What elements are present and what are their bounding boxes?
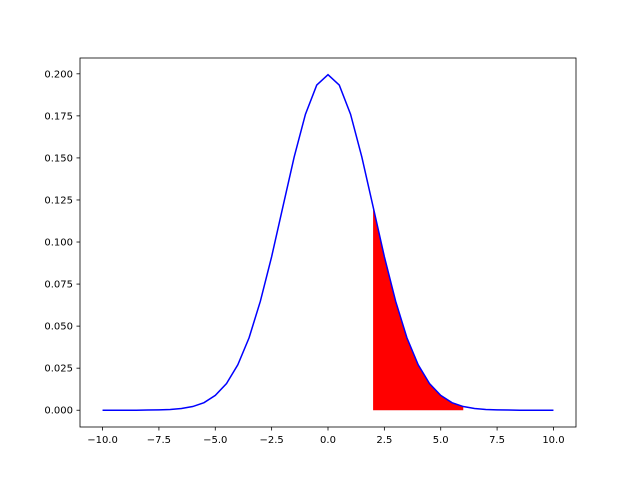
y-tick-label: 0.125 <box>44 195 73 206</box>
y-tick-label: 0.075 <box>44 280 73 291</box>
x-tick-label: 10.0 <box>542 435 564 446</box>
y-tick-label: 0.025 <box>44 364 73 375</box>
y-tick-label: 0.100 <box>44 238 73 249</box>
y-tick-label: 0.000 <box>44 406 73 417</box>
y-tick-label: 0.150 <box>44 153 73 164</box>
x-tick-label: 2.5 <box>376 435 392 446</box>
x-tick-label: −2.5 <box>259 435 283 446</box>
y-tick-label: 0.050 <box>44 322 73 333</box>
x-tick-label: −5.0 <box>203 435 227 446</box>
curve <box>102 73 554 411</box>
x-tick-label: −10.0 <box>87 435 118 446</box>
x-tick-label: 7.5 <box>489 435 505 446</box>
filled-area <box>373 206 464 411</box>
x-tick-label: −7.5 <box>147 435 171 446</box>
y-tick-label: 0.200 <box>44 69 73 80</box>
x-tick-label: 5.0 <box>433 435 449 446</box>
x-tick-label: 0.0 <box>320 435 336 446</box>
y-tick-label: 0.175 <box>44 111 73 122</box>
